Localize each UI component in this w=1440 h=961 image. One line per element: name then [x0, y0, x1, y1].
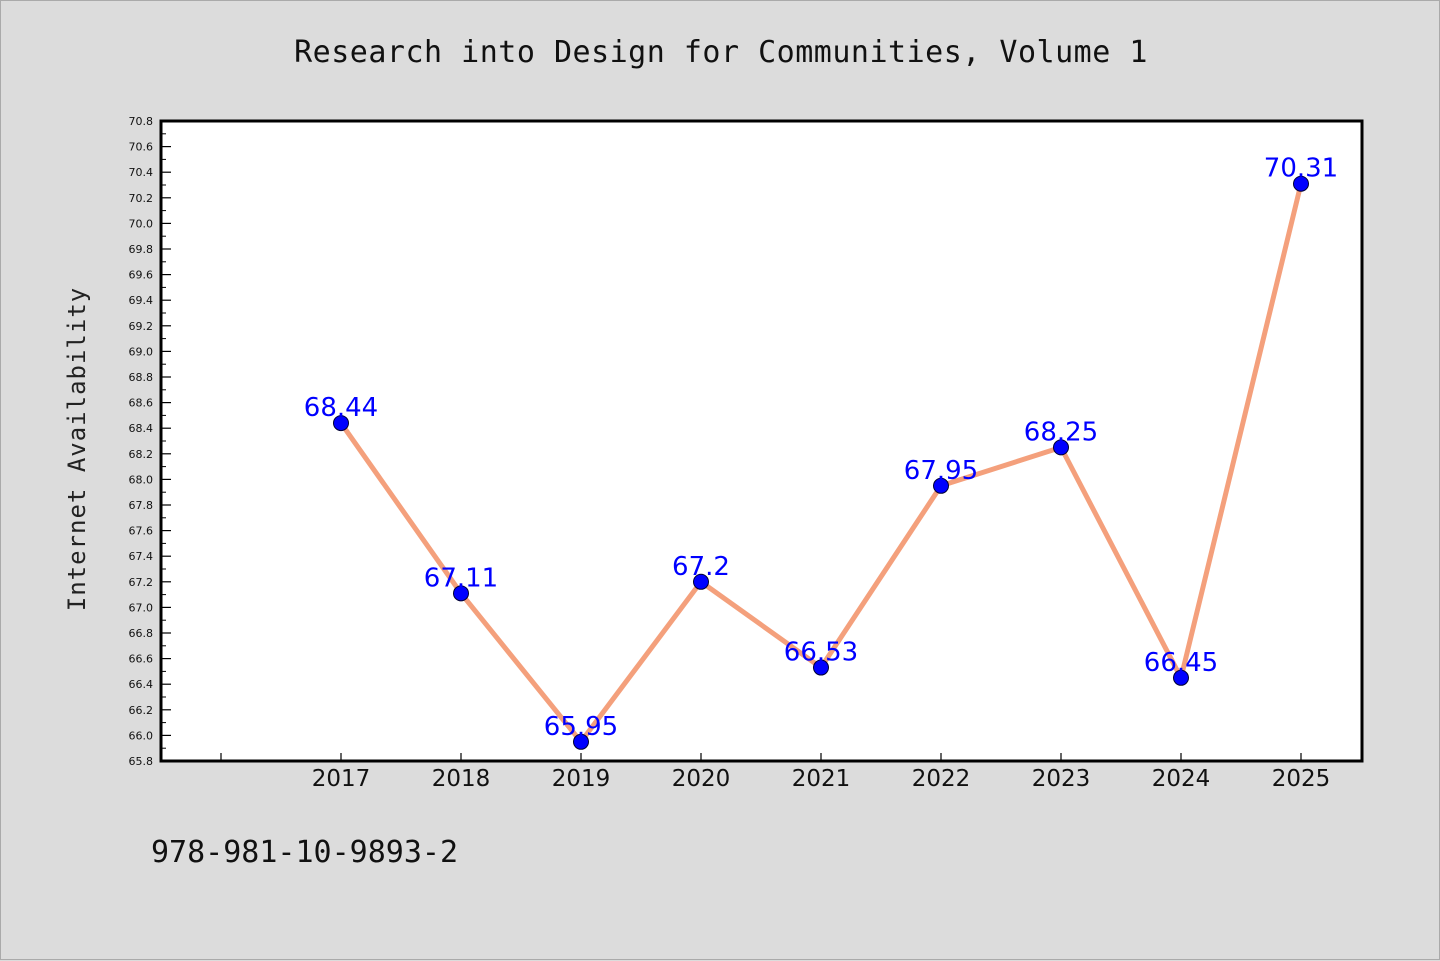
y-tick-label: 67.4: [129, 550, 154, 563]
data-point: [693, 573, 709, 590]
y-tick-label: 69.8: [129, 243, 154, 256]
y-tick-label: 70.6: [129, 141, 154, 154]
x-tick-label: 2024: [1152, 766, 1211, 792]
data-point: [933, 477, 949, 494]
x-tick-label: 2020: [672, 766, 731, 792]
y-tick-label: 69.4: [129, 294, 154, 307]
data-label: 67.2: [672, 552, 730, 582]
data-point: [813, 659, 829, 676]
data-point: [453, 585, 469, 602]
data-point: [1053, 439, 1069, 456]
data-label: 70.31: [1264, 154, 1338, 184]
y-tick-label: 68.8: [129, 371, 154, 384]
plot-area: [161, 121, 1362, 761]
y-tick-label: 68.4: [129, 422, 154, 435]
chart-title: Research into Design for Communities, Vo…: [294, 35, 1148, 70]
y-tick-label: 70.4: [129, 166, 154, 179]
isbn-text: 978-981-10-9893-2: [151, 835, 459, 870]
plot-frame: [159, 119, 1364, 763]
x-tick-label: 2017: [312, 766, 371, 792]
y-tick-label: 67.2: [129, 576, 154, 589]
y-tick-label: 69.2: [129, 320, 154, 333]
y-tick-label: 66.8: [129, 627, 154, 640]
y-tick-label: 70.0: [129, 217, 154, 230]
y-tick-label: 70.8: [129, 115, 154, 128]
y-tick-label: 69.0: [129, 345, 154, 358]
x-tick-label: 2018: [432, 766, 491, 792]
x-tick-label: 2022: [912, 766, 971, 792]
y-tick-label: 68.2: [129, 448, 154, 461]
x-tick-label: 2021: [792, 766, 851, 792]
x-tick-label: 2025: [1272, 766, 1331, 792]
data-point: [333, 415, 349, 432]
y-tick-label: 65.8: [129, 755, 154, 768]
y-tick-label: 67.6: [129, 525, 154, 538]
y-tick-label: 68.0: [129, 473, 154, 486]
y-tick-label: 66.2: [129, 704, 154, 717]
y-tick-label: 70.2: [129, 192, 154, 205]
y-tick-label: 66.0: [129, 729, 154, 742]
y-tick-label: 67.0: [129, 601, 154, 614]
y-tick-label: 67.8: [129, 499, 154, 512]
y-tick-label: 66.6: [129, 653, 154, 666]
data-point: [573, 733, 589, 750]
data-label: 67.95: [904, 456, 978, 486]
y-tick-label: 66.4: [129, 678, 154, 691]
data-point: [1173, 669, 1189, 686]
x-tick-label: 2023: [1032, 766, 1091, 792]
data-point: [1293, 175, 1309, 192]
data-label: 66.53: [784, 638, 858, 668]
data-label: 68.25: [1024, 417, 1098, 447]
data-label: 66.45: [1144, 648, 1218, 678]
data-label: 65.95: [544, 712, 618, 742]
data-label: 68.44: [304, 393, 378, 423]
x-tick-label: 2019: [552, 766, 611, 792]
y-tick-label: 69.6: [129, 269, 154, 282]
data-label: 67.11: [424, 563, 498, 593]
y-tick-label: 68.6: [129, 397, 154, 410]
